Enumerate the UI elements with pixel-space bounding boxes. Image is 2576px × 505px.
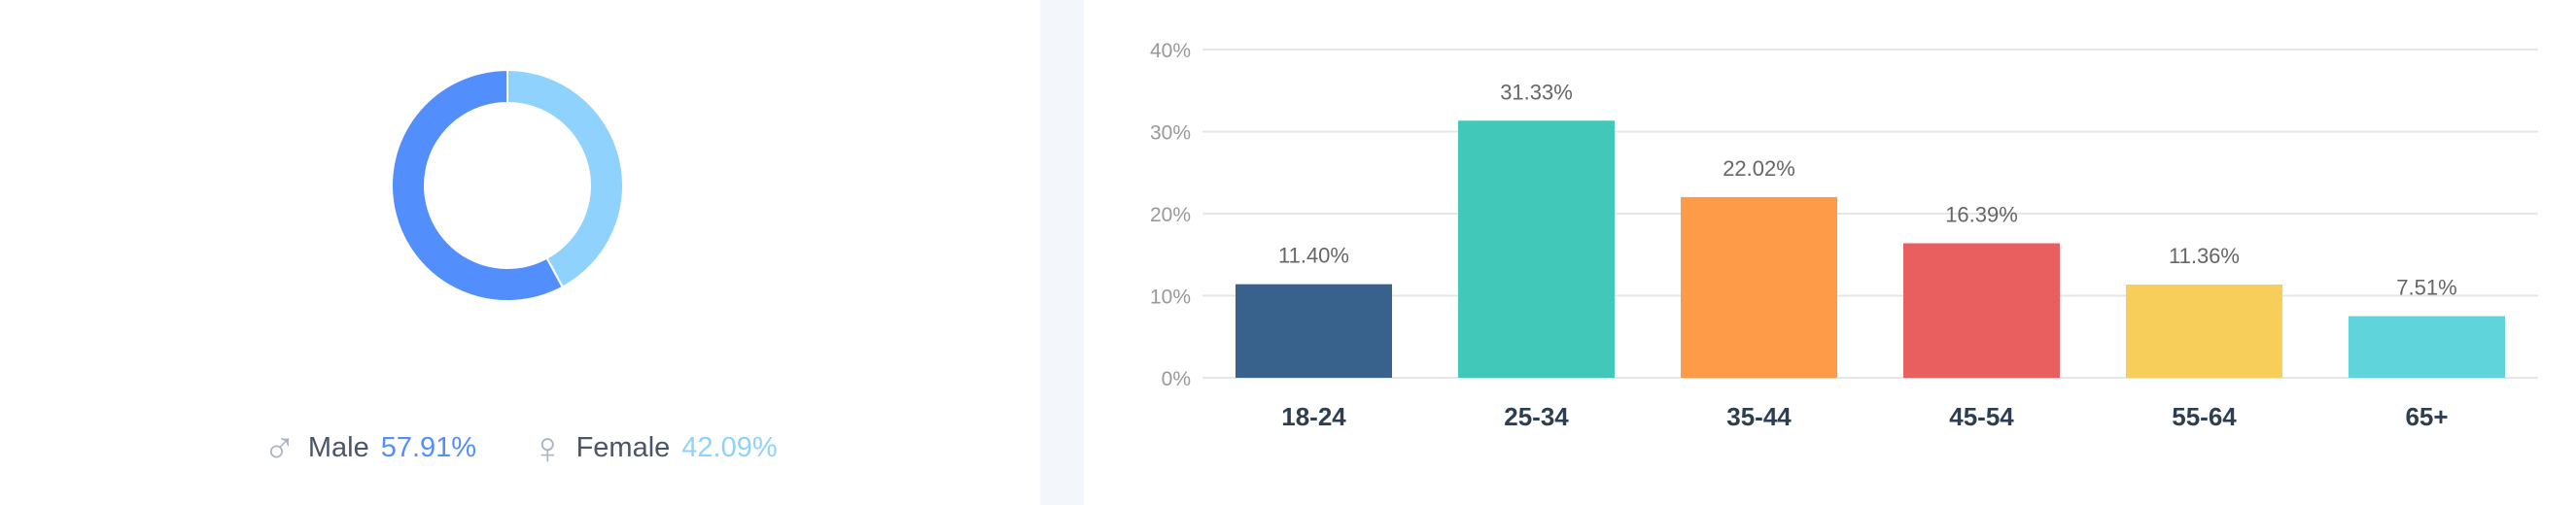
data-label: 22.02% xyxy=(1723,156,1795,181)
y-tick-label: 40% xyxy=(1150,40,1191,62)
data-label: 7.51% xyxy=(2396,276,2456,300)
x-category-label: 45-54 xyxy=(1949,402,2014,431)
bar-25-34[interactable] xyxy=(1458,120,1615,378)
legend-item-female: ♀ Female 42.09% xyxy=(531,425,778,470)
legend-label-female: Female xyxy=(575,431,671,463)
data-label: 31.33% xyxy=(1500,80,1573,104)
x-category-label: 35-44 xyxy=(1726,402,1792,431)
x-category-label: 55-64 xyxy=(2172,402,2237,431)
donut-slice-female[interactable] xyxy=(506,68,624,288)
legend-value-male: 57.91% xyxy=(380,431,477,463)
age-bar-chart: 0% 10% 20% 30% 40% 11.40% 18-24 31.33% 25-34 22.0… xyxy=(1150,40,2538,431)
bar-35-44[interactable] xyxy=(1681,196,1837,378)
y-tick-label: 10% xyxy=(1150,286,1191,309)
data-label: 16.39% xyxy=(1945,203,2018,227)
legend-label-male: Male xyxy=(307,431,369,463)
y-tick-label: 0% xyxy=(1162,368,1191,390)
x-category-label: 65+ xyxy=(2405,402,2448,431)
age-panel: 0% 10% 20% 30% 40% 11.40% 18-24 31.33% 25-34 22.0… xyxy=(1084,0,2576,505)
male-symbol-icon: ♂ xyxy=(262,422,296,473)
gender-legend: ♂ Male 57.91% ♀ Female 42.09% xyxy=(0,425,1040,470)
data-label: 11.36% xyxy=(2169,244,2240,268)
bar-65+[interactable] xyxy=(2349,316,2505,378)
donut-slice-male[interactable] xyxy=(391,68,565,302)
data-label: 11.40% xyxy=(1278,244,1349,268)
legend-item-male: ♂ Male 57.91% xyxy=(262,425,476,470)
x-category-label: 25-34 xyxy=(1504,402,1569,431)
bar-18-24[interactable] xyxy=(1236,284,1392,378)
bar-45-54[interactable] xyxy=(1903,243,2060,378)
legend-value-female: 42.09% xyxy=(681,431,778,463)
y-tick-label: 30% xyxy=(1150,122,1191,145)
panel-divider xyxy=(1040,0,1084,505)
gender-donut-chart xyxy=(391,68,624,302)
female-symbol-icon: ♀ xyxy=(531,422,565,473)
gender-panel: ♂ Male 57.91% ♀ Female 42.09% xyxy=(0,0,1040,505)
y-tick-label: 20% xyxy=(1150,204,1191,226)
bar-55-64[interactable] xyxy=(2126,285,2282,378)
x-category-label: 18-24 xyxy=(1281,402,1346,431)
